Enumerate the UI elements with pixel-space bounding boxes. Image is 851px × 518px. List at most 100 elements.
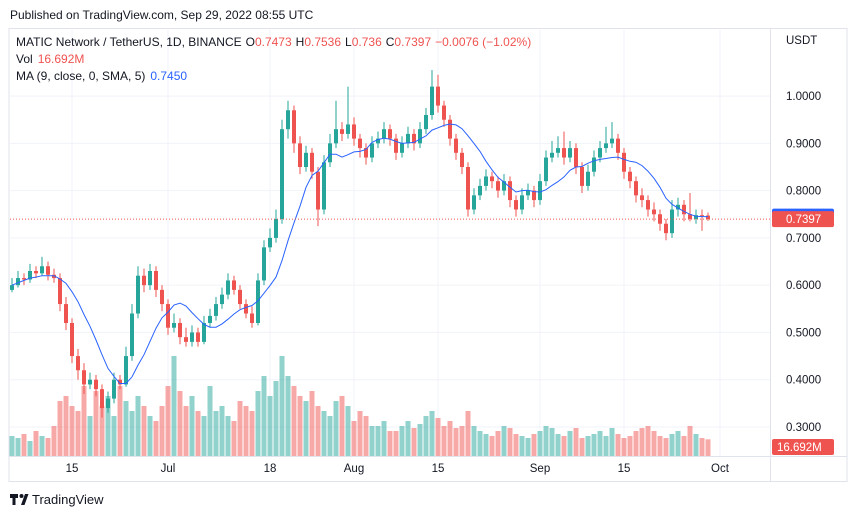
candle-body bbox=[345, 124, 350, 134]
volume-bar bbox=[573, 428, 579, 456]
candle-body bbox=[394, 138, 398, 153]
volume-bar bbox=[393, 431, 399, 456]
candle-body bbox=[333, 129, 338, 144]
legend-ma-row: MA (9, close, 0, SMA, 5) 0.7450 bbox=[16, 69, 187, 83]
volume-bar bbox=[507, 428, 513, 456]
candle-body bbox=[556, 148, 561, 153]
candle-body bbox=[376, 138, 380, 144]
candle-body bbox=[562, 148, 567, 158]
candle-body bbox=[129, 313, 134, 357]
y-tick-label: 0.3000 bbox=[786, 422, 821, 434]
candle-body bbox=[105, 398, 110, 409]
candle-body bbox=[21, 278, 26, 280]
x-tick-label: Aug bbox=[344, 463, 364, 475]
volume-bar bbox=[417, 424, 423, 456]
candle-body bbox=[460, 152, 465, 167]
candle-body bbox=[87, 379, 92, 385]
candle-body bbox=[117, 379, 122, 385]
volume-bar bbox=[243, 406, 249, 456]
candle-body bbox=[520, 195, 525, 210]
candle-body bbox=[111, 379, 116, 399]
volume-bar bbox=[399, 426, 405, 456]
legend-volume-row: Vol 16.692M bbox=[16, 52, 84, 66]
candle-body bbox=[508, 181, 513, 201]
x-tick-label: 15 bbox=[432, 463, 445, 475]
candle-body bbox=[99, 389, 104, 409]
x-tick-label: Sep bbox=[530, 463, 550, 475]
volume-bar bbox=[411, 428, 417, 456]
volume-bar bbox=[273, 381, 279, 456]
candle-body bbox=[315, 171, 320, 210]
candle-body bbox=[478, 185, 483, 196]
volume-bar bbox=[159, 406, 165, 456]
candle-body bbox=[201, 322, 206, 342]
candle-body bbox=[580, 166, 585, 186]
volume-value: 16.692M bbox=[38, 52, 85, 66]
candle-body bbox=[81, 370, 86, 385]
candle-body bbox=[249, 313, 254, 323]
volume-bar bbox=[237, 401, 243, 456]
volume-bar bbox=[447, 421, 453, 456]
volume-bar bbox=[315, 406, 321, 456]
candle-body bbox=[424, 114, 429, 130]
candle-body bbox=[574, 148, 579, 167]
candle-body bbox=[207, 315, 212, 323]
volume-bar bbox=[699, 438, 705, 456]
volume-bar bbox=[15, 438, 21, 456]
brand-name: TradingView bbox=[32, 492, 104, 507]
ma-value: 0.7450 bbox=[150, 69, 187, 83]
volume-bar bbox=[537, 431, 543, 456]
candle-body bbox=[321, 162, 326, 210]
volume-bar bbox=[57, 401, 63, 456]
candle-body bbox=[532, 190, 537, 201]
chart-frame bbox=[8, 28, 848, 482]
candle-body bbox=[706, 215, 711, 220]
candle-body bbox=[448, 119, 453, 139]
candle-body bbox=[159, 289, 164, 305]
candle-body bbox=[219, 294, 224, 305]
candle-body bbox=[526, 190, 531, 196]
volume-bar bbox=[531, 434, 537, 456]
y-tick-label: 0.9000 bbox=[786, 138, 821, 150]
candle-body bbox=[45, 266, 50, 275]
candle-body bbox=[382, 129, 386, 139]
volume-bar bbox=[603, 436, 609, 456]
volume-bar bbox=[183, 406, 189, 456]
volume-bar bbox=[681, 436, 687, 456]
volume-bar bbox=[117, 386, 123, 456]
published-note: Published on TradingView.com, Sep 29, 20… bbox=[10, 8, 314, 22]
candle-body bbox=[598, 148, 603, 158]
volume-bar bbox=[195, 411, 201, 456]
volume-bar bbox=[219, 406, 225, 456]
candle-body bbox=[231, 280, 236, 290]
volume-bar bbox=[141, 406, 147, 456]
candle-body bbox=[652, 209, 657, 215]
y-tick-label: 0.8000 bbox=[786, 186, 821, 198]
candle-body bbox=[400, 143, 404, 153]
volume-bar bbox=[93, 391, 99, 456]
volume-bar bbox=[549, 428, 555, 456]
volume-bar bbox=[687, 426, 693, 456]
candle-body bbox=[75, 356, 80, 371]
candle-body bbox=[39, 266, 44, 274]
volume-tag-label: 16.692M bbox=[777, 442, 822, 454]
candle-body bbox=[297, 143, 302, 167]
volume-bar bbox=[279, 356, 285, 456]
ma-name: MA (9, close, 0, SMA, 5) bbox=[16, 69, 145, 83]
candle-body bbox=[634, 181, 639, 196]
y-tick-label: 0.6000 bbox=[786, 280, 821, 292]
candle-body bbox=[670, 209, 675, 234]
volume-bar bbox=[51, 426, 57, 456]
candle-body bbox=[273, 218, 278, 238]
x-tick-label: 15 bbox=[618, 463, 631, 475]
candle-body bbox=[165, 304, 170, 328]
candle-body bbox=[177, 322, 182, 338]
volume-bar bbox=[543, 426, 549, 456]
candle-body bbox=[682, 204, 687, 215]
y-tick-label: 0.7000 bbox=[786, 233, 821, 245]
candle-body bbox=[15, 278, 20, 286]
candle-body bbox=[69, 322, 74, 357]
volume-bar bbox=[339, 396, 345, 456]
candle-body bbox=[604, 143, 609, 149]
candle-body bbox=[622, 152, 627, 172]
